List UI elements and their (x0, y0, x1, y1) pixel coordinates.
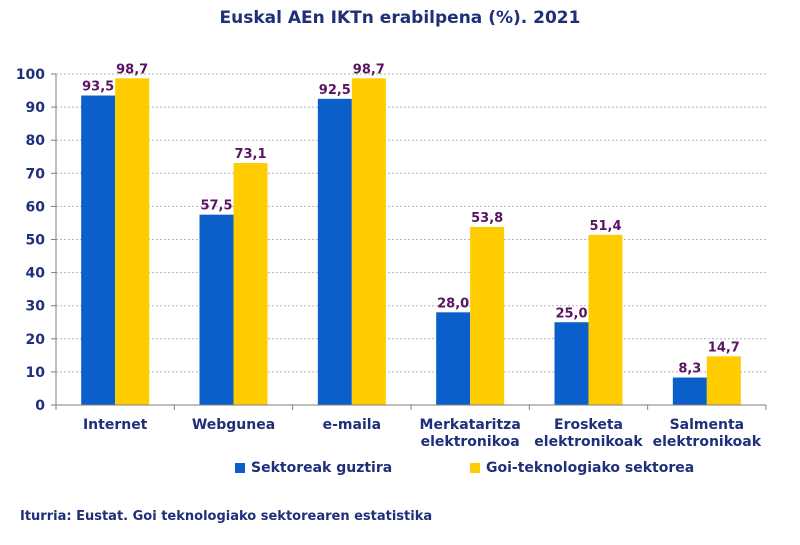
chart-title: Euskal AEn IKTn erabilpena (%). 2021 (219, 8, 581, 28)
legend-swatch-yellow (470, 463, 480, 473)
bar (317, 98, 352, 405)
y-tick-label: 20 (26, 332, 46, 348)
bar (436, 312, 471, 405)
legend-label: Sektoreak guztira (251, 460, 393, 476)
x-tick-label: elektronikoa (421, 434, 520, 450)
bar (199, 214, 234, 405)
y-tick-label: 60 (26, 199, 46, 215)
bar (351, 78, 386, 405)
y-tick-label: 90 (26, 100, 46, 116)
bar (706, 356, 741, 405)
data-label: 51,4 (589, 219, 621, 234)
y-tick-label: 30 (26, 299, 46, 315)
bar (672, 377, 707, 405)
data-label: 53,8 (471, 211, 503, 226)
data-label: 57,5 (200, 199, 232, 214)
y-tick-label: 0 (35, 398, 45, 414)
data-label: 92,5 (319, 83, 351, 98)
y-tick-label: 80 (26, 133, 46, 149)
bar (233, 163, 268, 405)
bar (470, 226, 505, 405)
legend-label: Goi-teknologiako sektorea (486, 460, 695, 476)
data-label: 28,0 (437, 296, 469, 311)
data-label: 25,0 (555, 306, 587, 321)
y-tick-label: 50 (26, 233, 46, 249)
bar (588, 234, 623, 405)
x-tick-label: Internet (83, 417, 148, 433)
bar (115, 78, 150, 405)
x-tick-label: Erosketa (554, 417, 623, 433)
legend-swatch-blue (235, 463, 245, 473)
y-tick-label: 40 (26, 266, 46, 282)
x-tick-label: Merkataritza (420, 417, 521, 433)
legend-item-goi-teknologiako-sektorea: Goi-teknologiako sektorea (470, 460, 694, 476)
x-tick-label: Webgunea (192, 417, 275, 433)
bar (554, 322, 589, 405)
y-tick-label: 70 (26, 166, 46, 182)
y-tick-label: 10 (26, 365, 46, 381)
x-tick-label: e-maila (323, 417, 381, 433)
data-label: 73,1 (234, 147, 266, 162)
bar (81, 95, 116, 405)
data-label: 14,7 (708, 340, 740, 355)
data-label: 98,7 (353, 62, 385, 77)
legend-item-sektoreak-guztira: Sektoreak guztira (235, 460, 392, 476)
data-label: 98,7 (116, 62, 148, 77)
source-note: Iturria: Eustat. Goi teknologiako sektor… (20, 509, 433, 524)
y-tick-label: 100 (16, 67, 45, 83)
x-tick-label: elektronikoak (534, 434, 643, 450)
x-tick-label: elektronikoak (653, 434, 762, 450)
data-label: 93,5 (82, 80, 114, 95)
data-label: 8,3 (678, 362, 701, 377)
x-tick-label: Salmenta (670, 417, 745, 433)
